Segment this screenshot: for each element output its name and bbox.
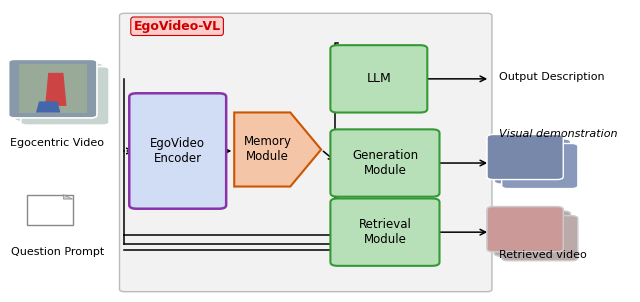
Text: Memory
Module: Memory Module	[244, 136, 292, 163]
Polygon shape	[234, 112, 321, 187]
FancyBboxPatch shape	[502, 216, 578, 261]
FancyBboxPatch shape	[20, 66, 109, 125]
Text: Retrieval
Module: Retrieval Module	[358, 218, 412, 246]
FancyBboxPatch shape	[129, 93, 226, 209]
FancyBboxPatch shape	[487, 134, 563, 180]
FancyBboxPatch shape	[8, 59, 97, 118]
Text: Question Prompt: Question Prompt	[11, 247, 104, 257]
FancyBboxPatch shape	[120, 13, 492, 292]
Text: Egocentric Video: Egocentric Video	[10, 139, 104, 149]
Text: EgoVideo-VL: EgoVideo-VL	[134, 20, 221, 33]
FancyBboxPatch shape	[330, 129, 440, 197]
Text: EgoVideo
Encoder: EgoVideo Encoder	[150, 137, 205, 165]
Text: Visual demonstration: Visual demonstration	[499, 130, 618, 140]
Polygon shape	[63, 194, 72, 199]
FancyBboxPatch shape	[15, 63, 103, 121]
Text: Output Description: Output Description	[499, 72, 605, 82]
FancyBboxPatch shape	[27, 194, 72, 225]
FancyBboxPatch shape	[487, 134, 563, 180]
Polygon shape	[45, 73, 67, 106]
Text: Generation
Module: Generation Module	[352, 149, 418, 177]
FancyBboxPatch shape	[494, 139, 570, 184]
Polygon shape	[36, 101, 60, 113]
Polygon shape	[19, 64, 86, 113]
FancyBboxPatch shape	[494, 211, 570, 256]
Text: Retrieved video: Retrieved video	[499, 250, 587, 260]
FancyBboxPatch shape	[487, 207, 563, 252]
FancyBboxPatch shape	[330, 45, 428, 113]
FancyBboxPatch shape	[8, 59, 97, 118]
FancyBboxPatch shape	[487, 207, 563, 252]
FancyBboxPatch shape	[502, 143, 578, 188]
Text: LLM: LLM	[367, 72, 391, 85]
FancyBboxPatch shape	[330, 198, 440, 266]
